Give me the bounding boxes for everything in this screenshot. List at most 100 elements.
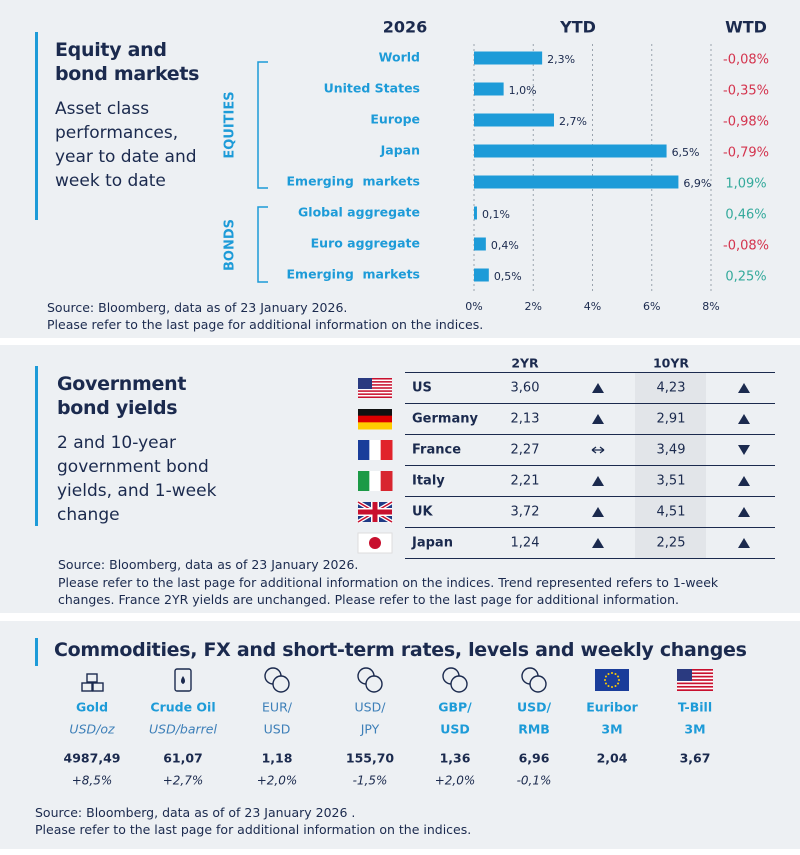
country: UK (412, 505, 434, 520)
icon (677, 682, 713, 685)
icon (272, 675, 290, 693)
panel (0, 621, 800, 849)
trend-up (592, 507, 604, 517)
item-unit: 3M (684, 722, 705, 737)
item-name: GBP/ (438, 700, 472, 715)
accent-bar (35, 366, 38, 526)
flag-part (369, 471, 382, 491)
item-unit: RMB (518, 722, 550, 737)
flag-part (358, 393, 392, 395)
column-header: 10YR (653, 356, 689, 371)
icon (86, 673, 98, 683)
value-label: 0,1% (482, 208, 510, 221)
icon (174, 668, 192, 692)
trend-up (592, 476, 604, 486)
flag-part (358, 409, 392, 417)
flag-part (358, 509, 392, 515)
icon (611, 686, 613, 688)
yield-2yr: 1,24 (511, 536, 540, 551)
trend-up (738, 476, 750, 486)
yield-10yr: 3,49 (657, 443, 686, 458)
group-bracket (257, 61, 268, 283)
flag-part (380, 471, 393, 491)
accent-bar (35, 32, 38, 220)
icon (677, 669, 692, 681)
yield-2yr: 3,72 (511, 505, 540, 520)
wtd-value: -0,35% (723, 84, 769, 99)
category-label: Euro aggregate (311, 236, 420, 251)
item-unit: USD/oz (69, 722, 115, 737)
icon (677, 685, 713, 688)
flag-part (369, 440, 382, 460)
value-label: 6,5% (672, 146, 700, 159)
category-label: Global aggregate (298, 205, 420, 220)
icon (595, 669, 629, 691)
item-name: EUR/ (262, 700, 293, 715)
flag-part (358, 415, 392, 423)
section-subtitle: Asset class performances, year to date a… (55, 99, 197, 191)
item-unit: 3M (601, 722, 622, 737)
item-unit: USD/barrel (149, 722, 217, 737)
category-label: United States (324, 81, 420, 96)
yield-2yr: 2,21 (511, 474, 540, 489)
icon (614, 672, 617, 675)
trend-up (738, 538, 750, 548)
group-label: BONDS (223, 219, 238, 271)
icon (618, 679, 620, 681)
source: Source: Bloomberg, data as of 23 January… (58, 557, 359, 572)
icon (604, 682, 607, 685)
icon (607, 672, 610, 675)
wtd-value: -0,08% (723, 239, 769, 254)
flag-part (358, 381, 392, 383)
item-level: 61,07 (163, 751, 203, 766)
yield-10yr: 4,23 (657, 381, 686, 396)
item-name: Gold (76, 700, 108, 715)
item-change: -0,1% (517, 774, 552, 788)
column-header: 2YR (511, 356, 539, 371)
icon (611, 672, 613, 674)
icon (450, 675, 468, 693)
flag-part (369, 537, 381, 549)
icon (677, 675, 713, 678)
item-change: +2,0% (257, 774, 298, 788)
category-label: Japan (380, 143, 420, 158)
flag-part (358, 471, 370, 491)
column-header: WTD (725, 18, 767, 37)
icon (677, 679, 713, 681)
icon (529, 675, 547, 693)
bar (474, 51, 543, 65)
icon (617, 682, 620, 685)
group-label: EQUITIES (223, 91, 238, 158)
section-title: Commodities, FX and short-term rates, le… (54, 639, 747, 661)
wtd-value: -0,08% (723, 53, 769, 68)
icon (677, 672, 713, 675)
x-tick-label: 2% (525, 300, 542, 313)
item-name: USD/ (517, 700, 552, 715)
value-label: 0,5% (494, 270, 522, 283)
x-tick-label: 6% (643, 300, 660, 313)
category-label: World (379, 50, 420, 65)
item-change: +2,7% (163, 774, 204, 788)
yield-10yr: 3,51 (657, 474, 686, 489)
item-level: 3,67 (680, 751, 711, 766)
item-change: -1,5% (353, 774, 388, 788)
item-name: Crude Oil (150, 700, 215, 715)
yield-10yr: 4,51 (657, 505, 686, 520)
country: France (412, 443, 461, 458)
trend-up (738, 414, 750, 424)
trend-up (592, 414, 604, 424)
item-unit: USD (440, 722, 470, 737)
item-name: Euribor (586, 700, 638, 715)
flag-part (358, 378, 392, 380)
icon (92, 682, 104, 692)
item-level: 2,04 (597, 751, 628, 766)
icon (614, 685, 617, 688)
flag-part (380, 440, 393, 460)
bar (474, 268, 489, 282)
wtd-value: 1,09% (725, 177, 766, 192)
yield-10yr: 2,91 (657, 412, 686, 427)
item-change: +2,0% (435, 774, 476, 788)
bar (474, 82, 504, 96)
trend-up (738, 507, 750, 517)
